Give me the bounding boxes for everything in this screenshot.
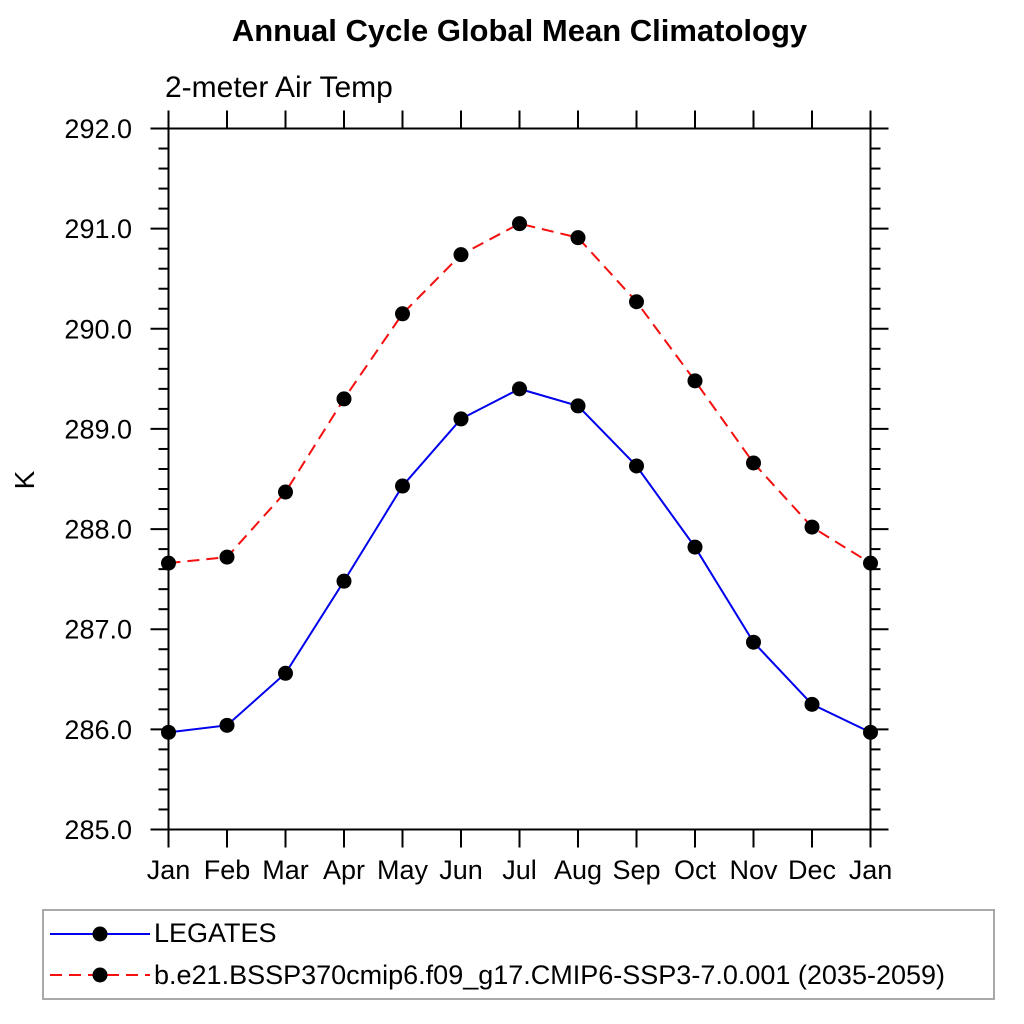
data-point-marker [336, 573, 352, 589]
data-point-marker [278, 665, 293, 681]
x-tick-label: Mar [262, 855, 309, 885]
legend-label-model: b.e21.BSSP370cmip6.f09_g17.CMIP6-SSP3-7.… [154, 959, 946, 990]
data-point-marker [161, 555, 176, 571]
data-point-marker [395, 478, 410, 494]
x-tick-label: Oct [674, 855, 717, 885]
x-tick-label: Aug [554, 855, 602, 885]
y-tick-label: 286.0 [64, 715, 132, 745]
x-tick-label: Apr [323, 855, 365, 885]
data-point-marker [804, 696, 820, 712]
y-tick-label: 285.0 [64, 815, 132, 845]
data-point-marker [629, 294, 644, 310]
data-point-marker [629, 458, 644, 474]
data-point-marker [512, 381, 527, 397]
x-tick-label: Nov [729, 855, 778, 885]
y-tick-label: 290.0 [64, 314, 132, 344]
data-point-marker [863, 724, 878, 740]
data-point-marker [512, 216, 527, 232]
data-point-marker [453, 411, 469, 427]
data-point-marker [746, 455, 761, 471]
y-tick-label: 287.0 [64, 615, 132, 645]
data-point-marker [395, 306, 410, 322]
legend-line-sample-dashed-icon [50, 967, 150, 983]
data-point-marker [804, 519, 820, 535]
y-tick-label: 292.0 [64, 114, 132, 144]
legend-row-model: b.e21.BSSP370cmip6.f09_g17.CMIP6-SSP3-7.… [48, 956, 993, 994]
chart-subtitle: 2-meter Air Temp [165, 71, 393, 104]
data-point-marker [453, 247, 469, 263]
legend-marker-icon [92, 926, 108, 942]
x-tick-label: Jan [147, 855, 191, 885]
chart-title: Annual Cycle Global Mean Climatology [231, 13, 808, 48]
data-point-marker [746, 634, 761, 650]
x-tick-label: Jun [439, 855, 483, 885]
data-point-marker [161, 724, 176, 740]
series-line-0 [168, 387, 871, 734]
data-point-marker [570, 398, 586, 414]
x-tick-label: Feb [204, 855, 251, 885]
x-tick-label: Jan [849, 855, 893, 885]
data-point-marker [278, 484, 293, 500]
legend-marker-icon [92, 967, 108, 983]
x-tick-label: Sep [612, 855, 660, 885]
data-point-marker [687, 373, 703, 389]
y-tick-label: 291.0 [64, 214, 132, 244]
legend-box: LEGATES b.e21.BSSP370cmip6.f09_g17.CMIP6… [42, 909, 995, 1000]
data-point-marker [336, 391, 352, 407]
legend-label-legates: LEGATES [154, 918, 277, 949]
legend-row-legates: LEGATES [48, 915, 993, 953]
y-tick-label: 288.0 [64, 515, 132, 545]
x-tick-label: Jul [502, 855, 537, 885]
plot-frame [167, 127, 872, 831]
legend-line-sample-solid-icon [50, 926, 150, 942]
y-tick-label: 289.0 [64, 414, 132, 444]
data-point-marker [219, 717, 235, 733]
data-point-marker [219, 549, 235, 565]
data-point-marker [863, 555, 878, 571]
x-tick-label: Dec [788, 855, 836, 885]
data-point-marker [570, 230, 586, 246]
x-tick-label: May [377, 855, 429, 885]
data-point-marker [687, 539, 703, 555]
